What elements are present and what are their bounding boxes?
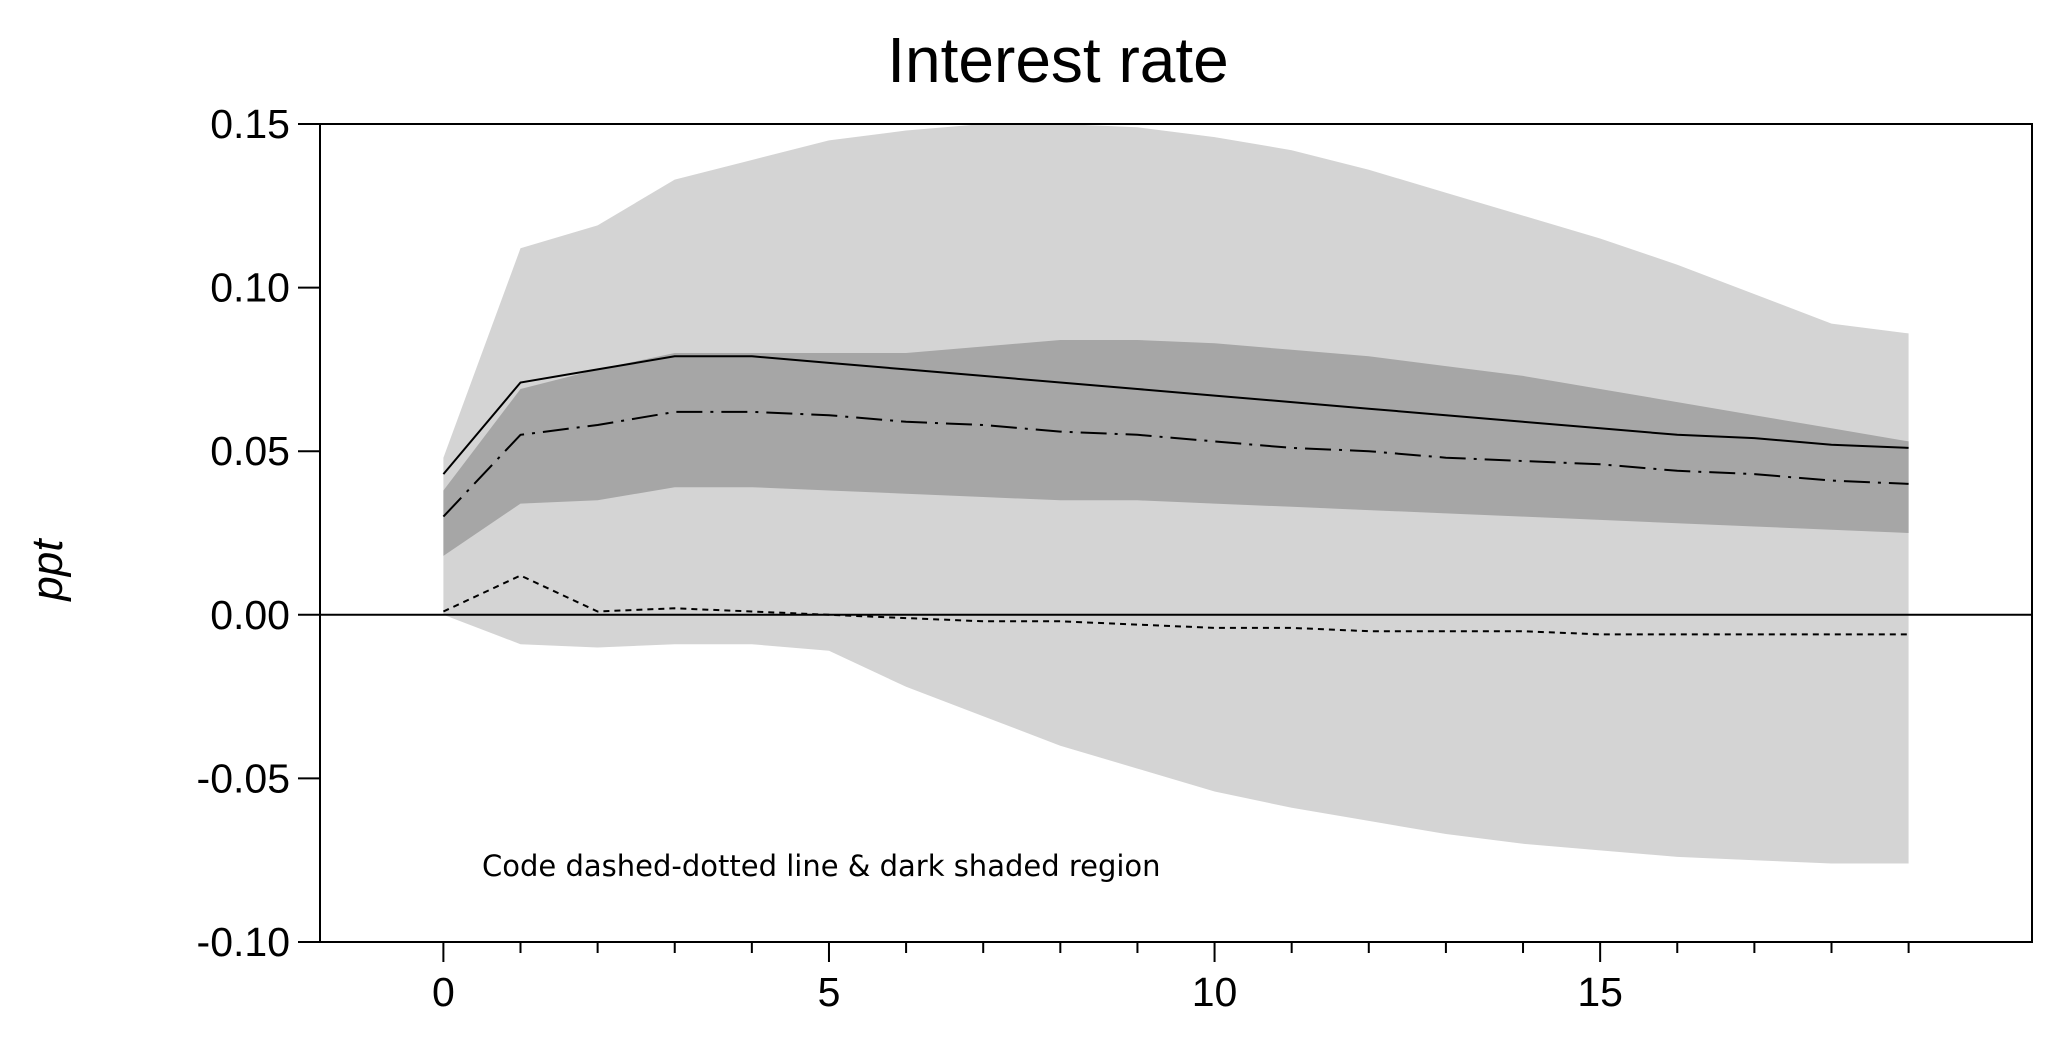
axes [319,123,2033,943]
y-tick-label: 0.00 [210,592,290,638]
y-tick-label: 0.05 [210,428,290,474]
chart-title: Interest rate [887,24,1229,96]
series-lines [442,355,1909,636]
x-axis-ticks: 0 5 10 15 [432,942,1910,1015]
dash-dot-series-line [442,410,1909,518]
x-tick-label: 15 [1577,969,1623,1015]
y-tick-label: 0.10 [210,265,290,311]
x-tick-label: 0 [432,969,455,1015]
dark-shaded-band [443,340,1909,556]
y-axis-label: ppt [23,538,72,603]
dotted-series-line [442,574,1909,636]
x-tick-label: 10 [1192,969,1238,1015]
chart-annotation: Code dashed-dotted line & dark shaded re… [482,849,1161,883]
plot-frame [319,123,2033,943]
x-tick-label: 5 [818,969,841,1015]
y-tick-label: 0.15 [210,101,290,147]
solid-series-line [442,355,1909,475]
confidence-bands [443,124,1909,864]
y-tick-label: -0.10 [197,919,290,965]
y-tick-label: -0.05 [197,755,290,801]
y-axis-ticks: -0.10 -0.05 0.00 0.05 0.10 0.15 [197,101,320,965]
